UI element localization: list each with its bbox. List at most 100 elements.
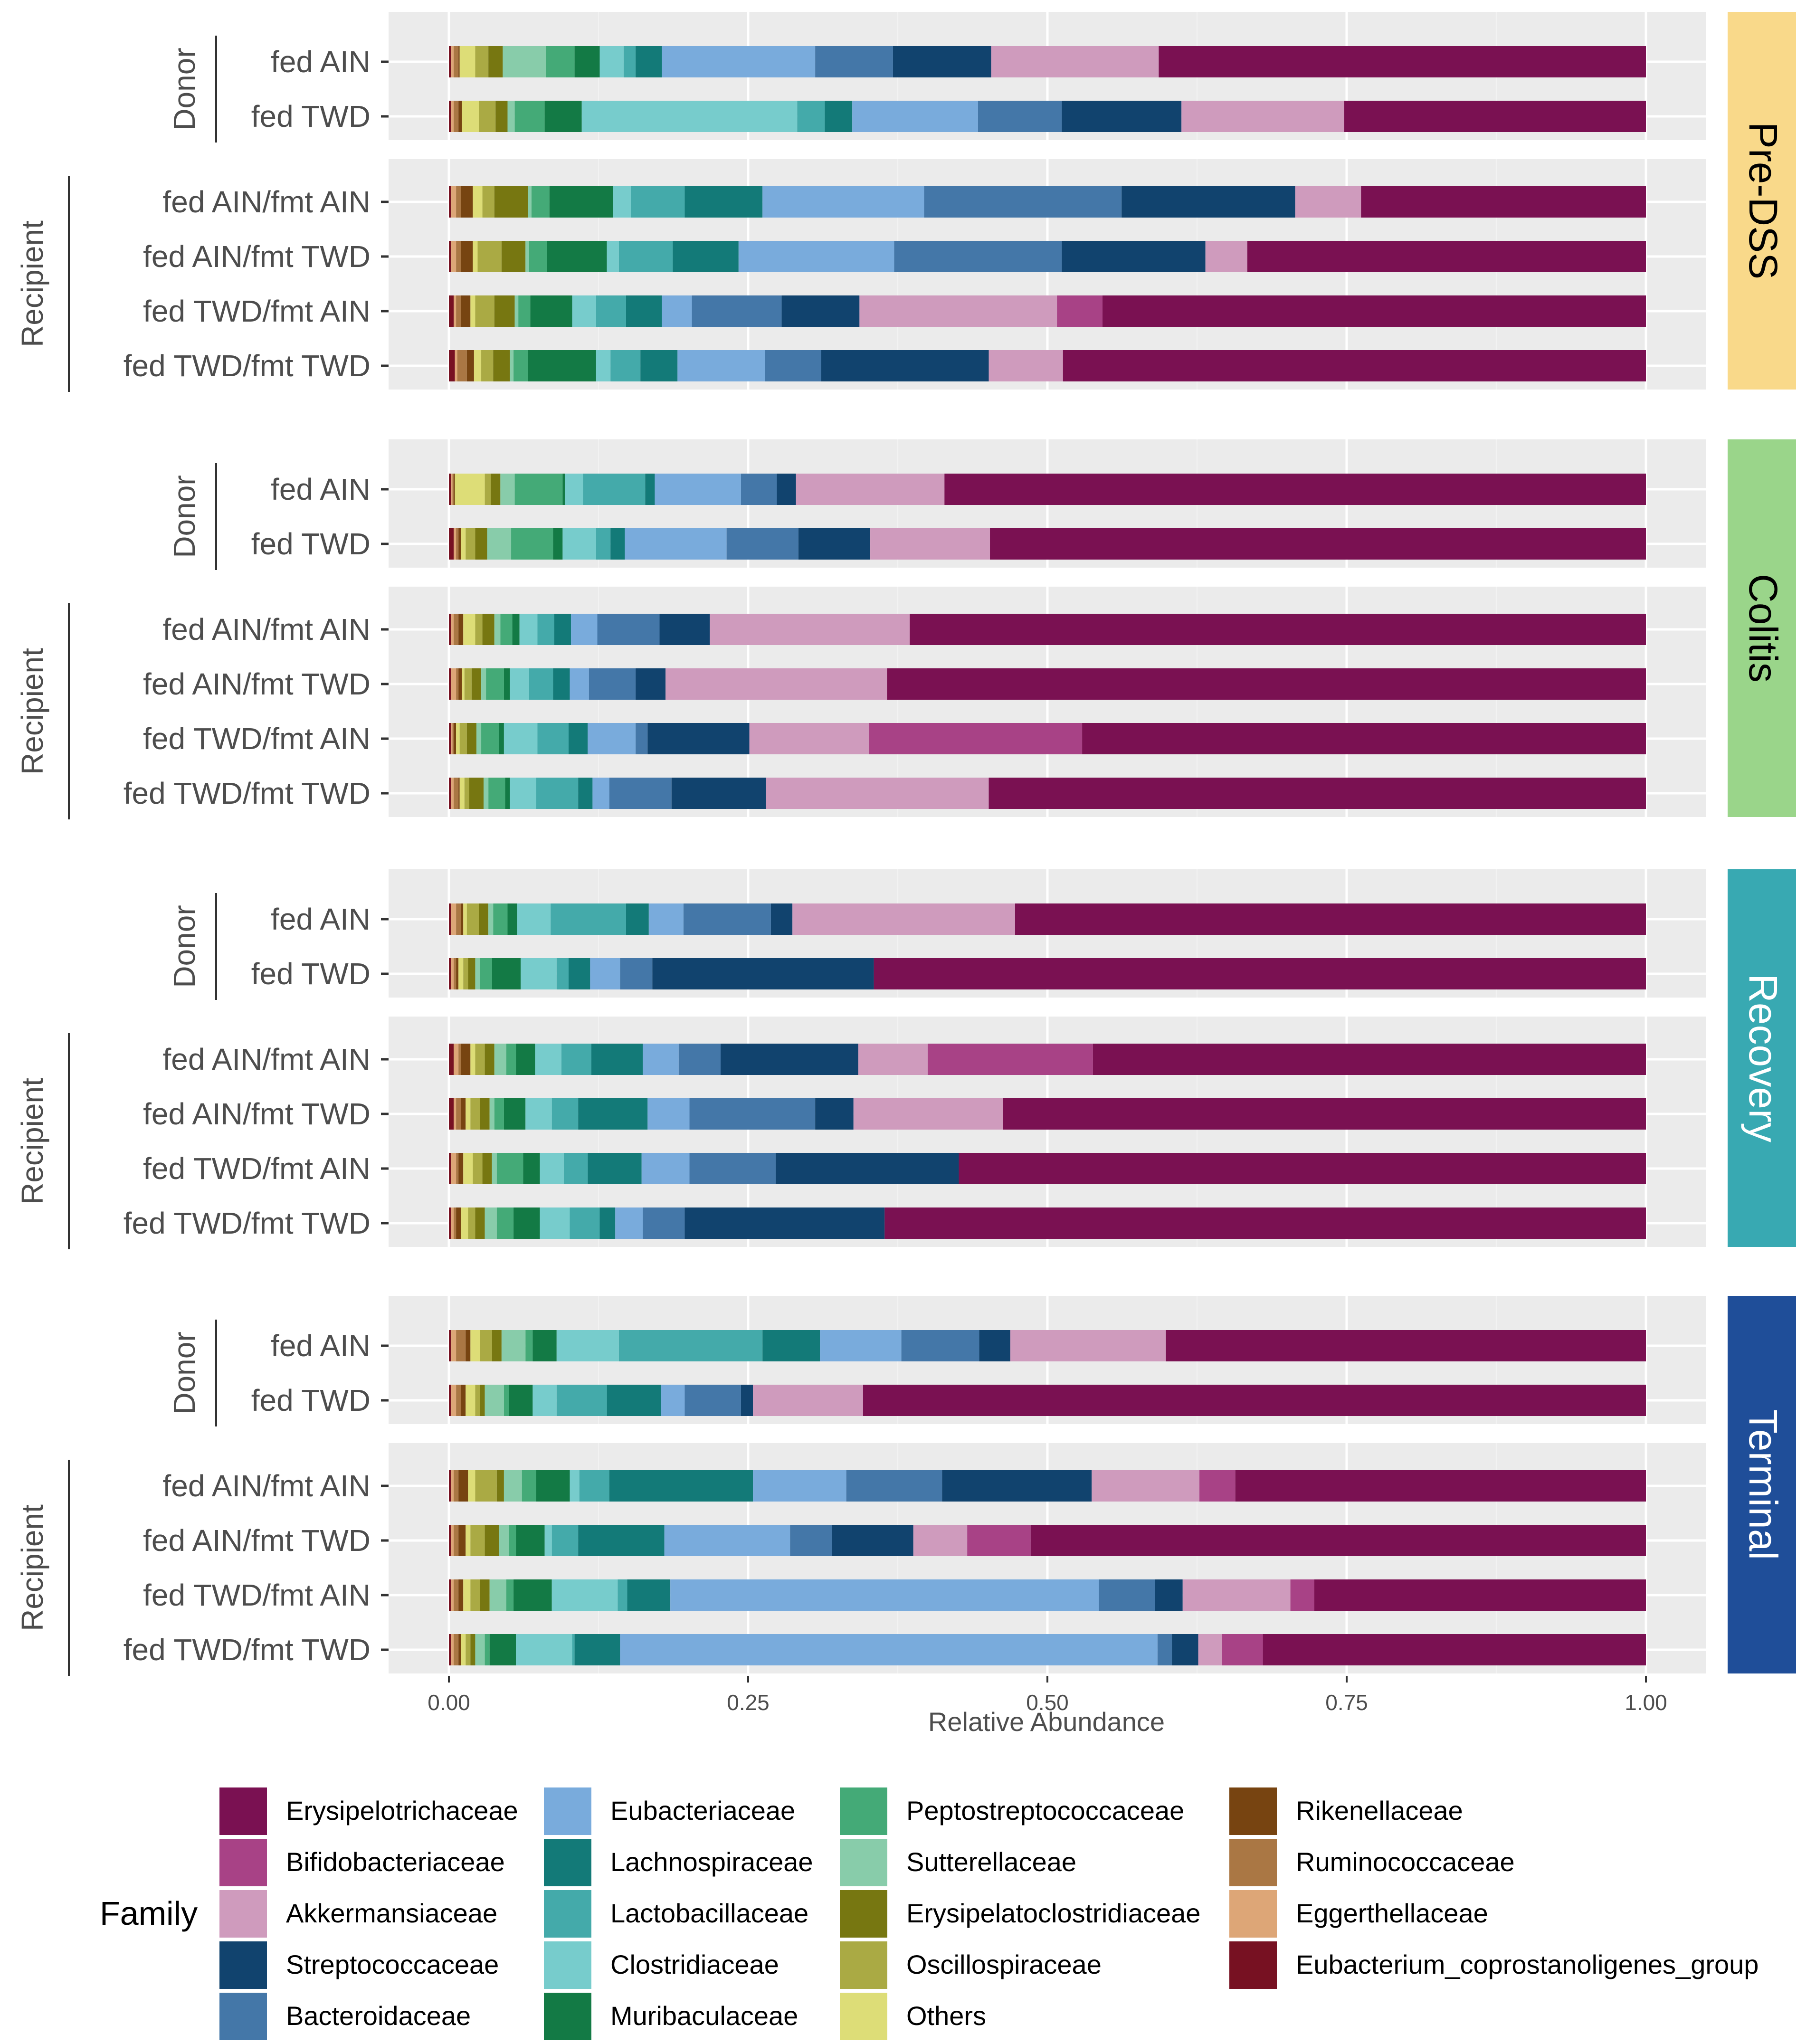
bar-segment — [485, 1525, 499, 1556]
bar-segment — [514, 474, 563, 505]
bar-segment — [565, 474, 583, 505]
group-label: Recipient — [15, 220, 49, 347]
bar — [449, 46, 1646, 77]
bar-segment — [1314, 1579, 1646, 1611]
bar-segment — [480, 1579, 490, 1611]
legend-swatch — [840, 1890, 887, 1938]
bar-segment — [647, 1098, 690, 1130]
bar-segment — [536, 778, 579, 809]
bar-segment — [525, 1330, 533, 1361]
bar — [449, 614, 1646, 645]
bar-segment — [692, 295, 782, 327]
bar — [449, 474, 1646, 505]
legend-title: Family — [100, 1895, 198, 1932]
bar-segment — [540, 1153, 564, 1184]
bar-segment — [494, 186, 528, 218]
bar — [449, 723, 1646, 754]
row-label: fed AIN — [271, 472, 371, 506]
bar-segment — [449, 1044, 454, 1075]
bar-segment — [640, 350, 678, 381]
facet-strips: Pre-DSS Colitis Recovery Terminal — [1728, 12, 1796, 1673]
bar-segment — [590, 958, 620, 989]
group-label: Donor — [167, 1331, 201, 1414]
bar-segment — [487, 528, 512, 560]
bar-segment — [607, 1385, 661, 1416]
legend-label: Akkermansiaceae — [286, 1898, 497, 1928]
bar-segment — [504, 1470, 522, 1502]
bar-segment — [481, 668, 486, 700]
bar-segment — [475, 1385, 480, 1416]
bar-segment — [1235, 1470, 1646, 1502]
bar-segment — [944, 474, 1646, 505]
row-label: fed TWD/fmt TWD — [124, 776, 371, 810]
bar-segment — [449, 1098, 454, 1130]
row-label: fed TWD — [251, 99, 371, 133]
bar — [449, 528, 1646, 560]
bar-segment — [525, 1098, 552, 1130]
row-label: fed AIN/fmt AIN — [163, 185, 371, 219]
bar-segment — [529, 241, 547, 272]
row-label: fed AIN — [271, 902, 371, 936]
bar-segment — [463, 1579, 471, 1611]
bar-segment — [978, 101, 1062, 132]
bar-segment — [451, 668, 456, 700]
bar-segment — [451, 1470, 454, 1502]
legend-label: Rikenellaceae — [1296, 1796, 1463, 1825]
bar-segment — [466, 1525, 471, 1556]
bar-segment — [479, 903, 489, 935]
bar-segment — [456, 1153, 459, 1184]
bar — [449, 241, 1646, 272]
bar-segment — [815, 1098, 854, 1130]
bar-segment — [677, 350, 765, 381]
bar-segment — [510, 350, 514, 381]
legend-swatch — [544, 1993, 591, 2040]
bar-segment — [451, 1330, 456, 1361]
bar-segment — [469, 778, 484, 809]
bar-segment — [473, 1153, 483, 1184]
bar-segment — [457, 350, 467, 381]
bar-segment — [1155, 1579, 1183, 1611]
bar-segment — [517, 903, 551, 935]
legend-label: Lachnospiraceae — [610, 1847, 813, 1877]
bar-segment — [488, 903, 494, 935]
bar-segment — [643, 1044, 679, 1075]
bar-segment — [480, 1385, 485, 1416]
bar-segment — [641, 1153, 690, 1184]
legend-label: Eubacterium_coprostanoligenes_group — [1296, 1949, 1758, 1979]
legend-swatch — [840, 1993, 887, 2040]
legend-swatch — [840, 1787, 887, 1835]
bar-segment — [474, 350, 482, 381]
facet-strip-label: Terminal — [1741, 1409, 1786, 1560]
bar-segment — [449, 778, 452, 809]
legend-label: Lactobacillaceae — [610, 1898, 808, 1928]
bar-segment — [475, 46, 489, 77]
facet-strip-label: Pre-DSS — [1741, 122, 1786, 279]
bar-segment — [991, 46, 1159, 77]
bar-segment — [459, 778, 465, 809]
bar-segment — [449, 903, 452, 935]
bar-segment — [516, 1525, 545, 1556]
bar-segment — [620, 958, 653, 989]
bar-segment — [494, 1098, 504, 1130]
bar-segment — [643, 1207, 685, 1239]
bar-segment — [451, 1525, 454, 1556]
bar-segment — [475, 1470, 497, 1502]
bar-segment — [496, 1153, 523, 1184]
bar-segment — [678, 1044, 721, 1075]
legend-label: Clostridiaceae — [610, 1949, 779, 1979]
bar-segment — [1182, 1579, 1291, 1611]
legend-item: Ruminococcaceae — [1229, 1839, 1515, 1886]
bar-segment — [451, 1634, 454, 1665]
bar-segment — [470, 1098, 480, 1130]
bar-segment — [489, 1579, 506, 1611]
bar-segment — [495, 101, 508, 132]
bar-segment — [488, 46, 503, 77]
bar-segment — [1361, 186, 1646, 218]
bar-segment — [449, 614, 452, 645]
bar-segment — [578, 1525, 665, 1556]
bar — [449, 1634, 1646, 1665]
bar-segment — [507, 101, 515, 132]
bar-segment — [1181, 101, 1344, 132]
bar-segment — [572, 1634, 575, 1665]
bar-segment — [449, 350, 455, 381]
